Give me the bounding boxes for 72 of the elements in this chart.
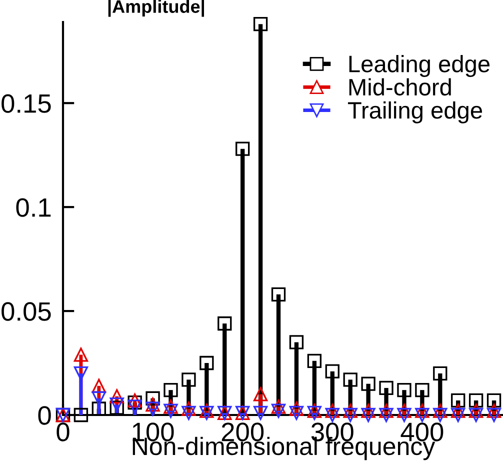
point [218, 316, 232, 331]
point [451, 408, 466, 422]
y-tick-label: 0.15 [2, 94, 51, 113]
point [271, 404, 286, 418]
point [92, 402, 106, 416]
point [253, 387, 268, 402]
point [397, 382, 412, 398]
point [271, 400, 286, 414]
point [451, 404, 466, 418]
point [415, 404, 430, 418]
point [289, 335, 304, 350]
point [200, 356, 214, 370]
point [343, 408, 358, 422]
point [182, 372, 196, 387]
x-tick-label: 0 [56, 422, 70, 442]
point [182, 402, 196, 416]
point [164, 404, 178, 418]
y-tick-label: 0.1 [16, 198, 51, 217]
point [379, 408, 394, 422]
point [307, 354, 322, 368]
point [74, 348, 88, 362]
point [271, 287, 286, 302]
point [415, 382, 430, 398]
point [343, 404, 358, 418]
point [200, 406, 214, 420]
point [253, 406, 268, 420]
point [486, 393, 502, 408]
point [486, 408, 502, 422]
point [164, 382, 178, 398]
point [146, 391, 160, 406]
point [74, 408, 88, 422]
point [289, 402, 304, 416]
point [397, 404, 412, 418]
point [325, 408, 340, 422]
point [325, 404, 340, 418]
point [379, 380, 394, 396]
legend-label: Mid-chord [349, 78, 451, 96]
point [433, 404, 448, 418]
y-axis-title: |Amplitude| [108, 0, 204, 17]
point [253, 16, 268, 32]
legend-label: Leading edge [349, 55, 490, 78]
point [325, 364, 340, 378]
point [433, 366, 448, 380]
point [236, 142, 250, 156]
point [468, 404, 484, 418]
point [379, 404, 394, 418]
point [74, 366, 88, 380]
point [128, 400, 142, 414]
point [415, 408, 430, 422]
point [486, 404, 502, 418]
legend-label: Trailing edge [348, 101, 482, 124]
point [110, 398, 124, 412]
point [433, 408, 448, 422]
point [468, 393, 484, 408]
point [289, 406, 304, 420]
point [146, 402, 160, 416]
point [343, 372, 358, 387]
point [92, 391, 106, 406]
point [110, 400, 124, 415]
point [146, 398, 160, 412]
y-tick-label: 0 [38, 406, 51, 425]
point [451, 393, 466, 408]
point [361, 404, 376, 418]
point [468, 408, 484, 422]
point [164, 400, 178, 414]
point [361, 408, 376, 422]
y-tick-label: 0.05 [2, 302, 51, 321]
point [182, 406, 196, 420]
point [200, 404, 214, 418]
point [361, 376, 376, 391]
point [397, 408, 412, 422]
point [110, 389, 124, 404]
